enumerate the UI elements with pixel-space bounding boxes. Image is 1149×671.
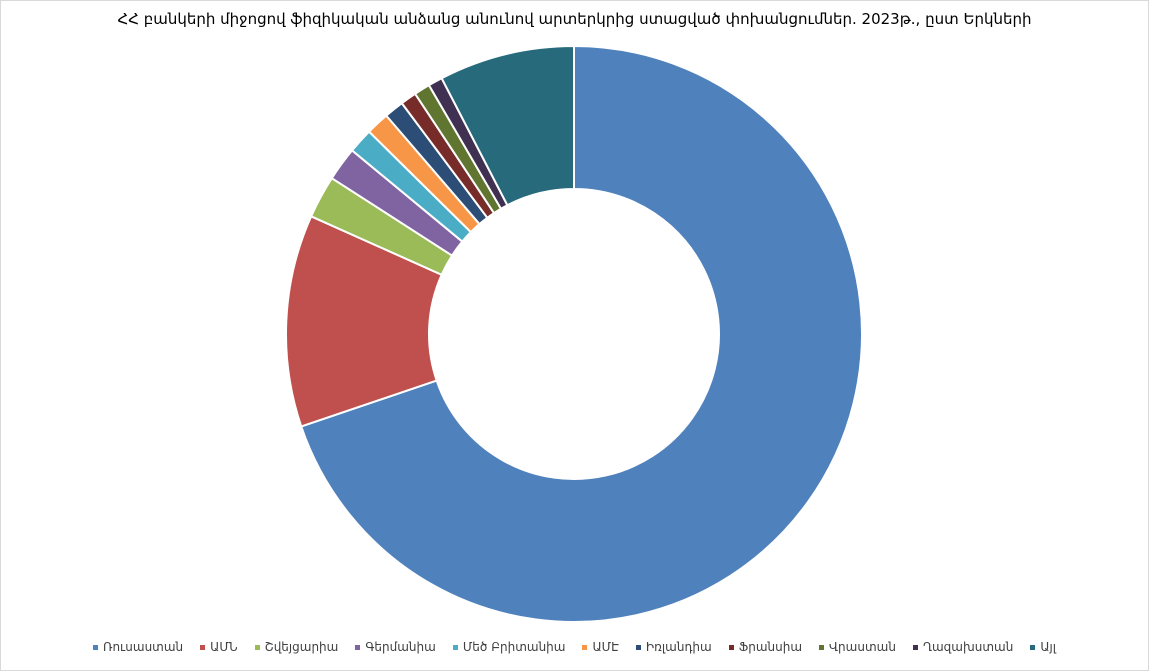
legend-label: ԱՄՆ: [210, 640, 238, 654]
legend-label: Շվեյցարիա: [264, 640, 339, 654]
legend-item: Ֆրանսիա: [728, 640, 803, 654]
legend-swatch: [200, 644, 206, 650]
legend-item: Գերմանիա: [355, 640, 436, 654]
legend-label: Մեծ Բրիտանիա: [462, 640, 566, 654]
legend-item: Վրաստան: [819, 640, 896, 654]
legend-label: Ղազախստան: [922, 640, 1014, 654]
legend-swatch: [582, 644, 588, 650]
legend-label: Ֆրանսիա: [738, 640, 803, 654]
legend-swatch: [92, 644, 98, 650]
legend-item: ԱՄԷ: [582, 640, 619, 654]
legend-label: Իռլանդիա: [645, 640, 712, 654]
legend-swatch: [1030, 644, 1036, 650]
legend-label: Վրաստան: [829, 640, 896, 654]
legend-swatch: [819, 644, 825, 650]
legend-swatch: [355, 644, 361, 650]
chart-legend: Ռուսաստան ԱՄՆ Շվեյցարիա Գերմանիա Մեծ Բրիտանի…: [0, 640, 1149, 654]
legend-item: Իռլանդիա: [635, 640, 712, 654]
legend-swatch: [635, 644, 641, 650]
legend-swatch: [912, 644, 918, 650]
legend-item: Ղազախստան: [912, 640, 1014, 654]
chart-title: ՀՀ բանկերի միջոցով ֆիզիկական անձանց անու…: [117, 10, 1032, 28]
legend-item: ԱՄՆ: [200, 640, 238, 654]
legend-swatch: [728, 644, 734, 650]
donut-slice: [440, 44, 575, 207]
legend-swatch: [254, 644, 260, 650]
legend-item: Այլ: [1030, 640, 1056, 654]
legend-label: Ռուսաստան: [102, 640, 184, 654]
donut-slice: [285, 214, 443, 428]
legend-label: ԱՄԷ: [592, 640, 619, 654]
legend-item: Ռուսաստան: [92, 640, 184, 654]
legend-item: Շվեյցարիա: [254, 640, 339, 654]
legend-label: Գերմանիա: [365, 640, 436, 654]
legend-swatch: [452, 644, 458, 650]
donut-slice: [299, 44, 863, 623]
legend-item: Մեծ Բրիտանիա: [452, 640, 566, 654]
legend-label: Այլ: [1040, 640, 1057, 654]
